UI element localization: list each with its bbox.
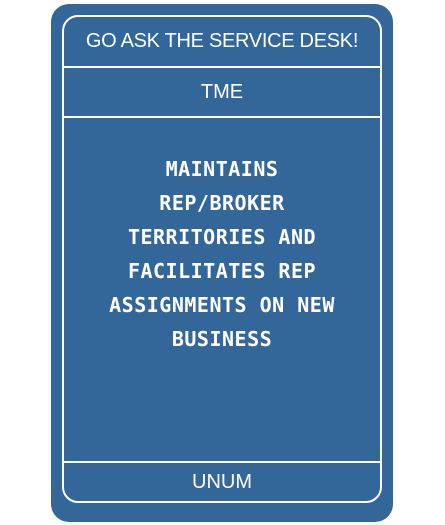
card-footer-text: UNUM bbox=[192, 470, 252, 493]
card-frame: GO ASK THE SERVICE DESK! TME MAINTAINS R… bbox=[62, 15, 382, 503]
card-body-text: MAINTAINS REP/BROKER TERRITORIES AND FAC… bbox=[109, 157, 335, 351]
card-header-text: GO ASK THE SERVICE DESK! bbox=[85, 30, 359, 52]
card-subheader-text: TME bbox=[200, 80, 244, 103]
card bbox=[51, 4, 393, 522]
card-body: MAINTAINS REP/BROKER TERRITORIES AND FAC… bbox=[64, 118, 380, 463]
card-header: GO ASK THE SERVICE DESK! bbox=[64, 17, 380, 68]
card-subheader: TME bbox=[64, 68, 380, 118]
card-footer: UNUM bbox=[64, 463, 380, 501]
